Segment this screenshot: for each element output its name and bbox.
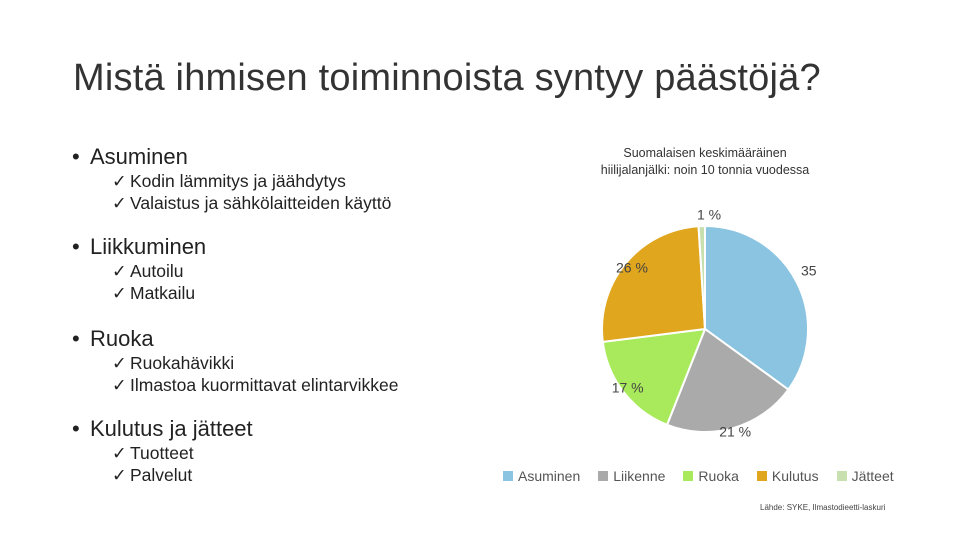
- legend-item-liikenne: Liikenne: [598, 468, 665, 484]
- legend-label: Kulutus: [771, 468, 819, 484]
- slide-title: Mistä ihmisen toiminnoista syntyy päästö…: [73, 57, 821, 99]
- bullet-section-kulutus: • Kulutus ja jätteet ✓ Tuotteet ✓ Palvelut: [72, 416, 253, 486]
- legend-label: Ruoka: [698, 468, 739, 484]
- legend-item-kulutus: Kulutus: [756, 468, 819, 484]
- list-item: ✓ Matkailu: [112, 283, 196, 303]
- chart-legend: Asuminen Liikenne Ruoka Kulutus Jätteet: [503, 468, 923, 484]
- legend-swatch: [598, 471, 609, 481]
- pie-slice-kulutus: [601, 225, 707, 344]
- bullet-icon: •: [72, 234, 80, 259]
- bullet-section-asuminen: • Asuminen ✓ Kodin lämmitys ja jäähdytys ✓…: [72, 144, 391, 214]
- pie-slice-asuminen: [704, 224, 809, 391]
- checkmark-icon: ✓: [112, 375, 127, 395]
- data-label-ruoka: 17 %: [612, 380, 644, 396]
- bullet-icon: •: [72, 416, 80, 441]
- bullet-icon: •: [72, 144, 80, 169]
- checkmark-icon: ✓: [112, 353, 127, 373]
- legend-swatch: [683, 471, 694, 481]
- legend-item-asuminen: Asuminen: [503, 468, 580, 484]
- list-item: ✓ Kodin lämmitys ja jäähdytys: [112, 171, 346, 191]
- list-item: ✓ Autoilu: [112, 261, 184, 281]
- checkmark-icon: ✓: [112, 171, 127, 191]
- pie-chart: 35 % 21 % 17 % 26 % 1 %: [601, 207, 820, 440]
- bullet-section-ruoka: • Ruoka ✓ Ruokahävikki ✓ Ilmastoa kuormitta…: [72, 326, 398, 396]
- legend-swatch: [503, 471, 513, 481]
- chart-title: Suomalaisen keskimääräinen hiilijalanjäl…: [600, 146, 810, 177]
- pie-slice-jätteet: [697, 224, 706, 330]
- checkmark-icon: ✓: [112, 465, 127, 485]
- bullet-heading: Liikkuminen: [90, 234, 207, 259]
- list-item: ✓ Ilmastoa kuormittavat elintarvikkee: [112, 375, 399, 395]
- legend-label: Asuminen: [518, 468, 581, 484]
- legend-swatch: [836, 471, 847, 481]
- source-note: Lähde: SYKE, Ilmastodieetti-laskuri: [760, 503, 886, 512]
- legend-label: Jätteet: [851, 468, 894, 484]
- checkmark-icon: ✓: [112, 193, 127, 213]
- bullet-icon: •: [72, 326, 80, 351]
- legend-swatch: [756, 471, 767, 481]
- list-item: ✓ Palvelut: [112, 465, 193, 485]
- data-label-liikenne: 21 %: [719, 424, 751, 440]
- bullet-heading: Ruoka: [90, 326, 154, 351]
- data-label-kulutus: 26 %: [616, 259, 648, 275]
- legend-item-ruoka: Ruoka: [683, 468, 739, 484]
- pie-slice-liikenne: [665, 327, 790, 433]
- data-label-asuminen: 35 %: [801, 263, 820, 279]
- legend-label: Liikenne: [613, 468, 666, 484]
- bullet-heading: Kulutus ja jätteet: [90, 416, 253, 441]
- checkmark-icon: ✓: [112, 443, 127, 463]
- data-label-jätteet: 1 %: [697, 207, 721, 223]
- list-item: ✓ Tuotteet: [112, 443, 194, 463]
- checkmark-icon: ✓: [112, 261, 127, 281]
- legend-item-jätteet: Jätteet: [836, 468, 894, 484]
- list-item: ✓ Valaistus ja sähkölaitteiden käyttö: [112, 193, 392, 213]
- bullet-section-liikkuminen: • Liikkuminen ✓ Autoilu ✓ Matkailu: [72, 234, 206, 304]
- pie-slice-ruoka: [601, 327, 707, 427]
- bullet-heading: Asuminen: [90, 144, 188, 169]
- checkmark-icon: ✓: [112, 283, 127, 303]
- list-item: ✓ Ruokahävikki: [112, 353, 235, 373]
